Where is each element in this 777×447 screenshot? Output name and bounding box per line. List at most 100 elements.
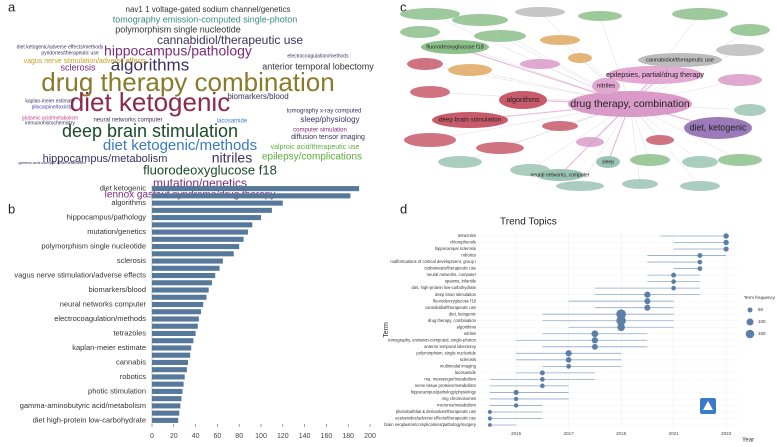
y-tick-label: cannabidiol/therapeutic use bbox=[425, 305, 477, 310]
bar bbox=[152, 352, 191, 358]
node bbox=[421, 40, 489, 54]
y-tick-label: kaplan-meier estimate bbox=[72, 343, 146, 352]
bar bbox=[152, 265, 220, 271]
y-tick-label: deep brain stimulation bbox=[435, 292, 477, 297]
word: tomography emission-computed single-phot… bbox=[113, 14, 298, 24]
y-tick-label: anterior temporal lobectomy bbox=[424, 344, 477, 349]
y-tick-label: algorithms bbox=[457, 324, 476, 329]
point bbox=[540, 383, 545, 389]
node bbox=[474, 30, 526, 42]
y-tick-label: polymorphism, single nucleotide bbox=[416, 350, 476, 355]
word: diet ketogenic/methods bbox=[103, 137, 257, 154]
node bbox=[432, 112, 508, 128]
word: lacosamide bbox=[217, 119, 248, 125]
bar bbox=[152, 359, 188, 365]
point bbox=[616, 309, 626, 320]
word: hippocampus/metabolism bbox=[43, 153, 168, 165]
bar bbox=[152, 236, 244, 242]
node-label: sleep bbox=[602, 159, 614, 165]
bar bbox=[152, 251, 234, 257]
y-tick-label: lacosamide bbox=[455, 370, 477, 375]
network: drug therapy, combination diet, ketogenic… bbox=[400, 7, 770, 191]
legend-marker bbox=[746, 318, 754, 326]
node bbox=[578, 11, 622, 21]
point bbox=[697, 253, 703, 259]
y-tick-label: acetamides/adverse effects/therapeutic u… bbox=[395, 416, 476, 421]
node bbox=[542, 121, 578, 131]
y-tick-label: polymorphism single nucleotide bbox=[41, 242, 146, 251]
panel-label: a bbox=[8, 0, 16, 14]
node bbox=[596, 156, 620, 168]
point bbox=[487, 409, 492, 415]
bar bbox=[152, 280, 212, 286]
bar bbox=[152, 396, 182, 402]
x-axis-label: Year bbox=[742, 438, 754, 444]
legend-label: 100 bbox=[758, 319, 766, 324]
word: computer simulation bbox=[293, 128, 347, 134]
bar bbox=[152, 367, 187, 373]
y-tick-label: biomarkers/blood bbox=[88, 285, 146, 294]
word: sleep/physiology bbox=[300, 115, 359, 124]
point bbox=[644, 298, 651, 305]
word: kaplan-meier estimate bbox=[25, 98, 74, 104]
node bbox=[630, 154, 670, 166]
point bbox=[644, 291, 651, 298]
point bbox=[617, 323, 625, 332]
bar bbox=[152, 374, 185, 380]
panel-label: d bbox=[400, 201, 407, 216]
point bbox=[566, 363, 571, 369]
node bbox=[680, 181, 720, 191]
word: diet ketogenic bbox=[70, 87, 230, 117]
y-tick-label: tetrazoles bbox=[113, 328, 146, 337]
node bbox=[716, 44, 764, 56]
bar bbox=[152, 258, 223, 264]
word: fluorodeoxyglucose f18 bbox=[143, 162, 277, 177]
node bbox=[407, 58, 443, 70]
node bbox=[540, 35, 580, 45]
point bbox=[487, 416, 492, 421]
node bbox=[515, 7, 565, 17]
y-tick-label: spasms, infantile bbox=[445, 279, 477, 284]
legend-title: Term frequency bbox=[744, 295, 776, 300]
legend-label: 150 bbox=[758, 331, 766, 336]
node bbox=[404, 133, 456, 147]
point bbox=[616, 316, 626, 326]
bar bbox=[152, 323, 198, 329]
y-tick-label: nitriles bbox=[464, 331, 476, 336]
node bbox=[646, 135, 674, 145]
x-tick-label: 160 bbox=[321, 433, 333, 440]
edge bbox=[579, 103, 631, 187]
word: vagus nerve stimulation/adverse effects bbox=[24, 58, 147, 65]
y-tick-label: cannabis bbox=[116, 357, 146, 366]
point bbox=[487, 423, 492, 427]
node-label: neural networks, computer bbox=[531, 172, 590, 178]
word: algorithms bbox=[111, 55, 189, 74]
y-tick-label: gamma-aminobutyric acid/metabolism bbox=[20, 401, 146, 410]
point bbox=[513, 389, 519, 396]
word: hippocampus/pathology bbox=[104, 43, 252, 59]
y-tick-label: multimodal imaging bbox=[440, 363, 477, 368]
y-tick-label: sclerosis bbox=[460, 357, 476, 362]
chart-title: Trend Topics bbox=[500, 217, 557, 228]
bar bbox=[152, 316, 199, 322]
legend-marker bbox=[745, 329, 755, 339]
node-label: diet, ketogenic bbox=[690, 122, 747, 132]
point bbox=[671, 285, 676, 291]
node bbox=[410, 86, 450, 98]
point bbox=[644, 304, 651, 311]
y-tick-label: nerve tissue proteins/metabolism bbox=[415, 383, 477, 388]
x-tick-label: 80 bbox=[235, 433, 243, 440]
node bbox=[556, 181, 604, 191]
y-tick-label: diet, high-protein low-carbohydrate bbox=[412, 285, 477, 290]
node bbox=[520, 59, 560, 69]
word: deep brain stimulation bbox=[62, 121, 238, 141]
word: anterior temporal lobectomy bbox=[262, 61, 374, 71]
x-tick-label: 2015 bbox=[511, 431, 522, 436]
bar bbox=[152, 200, 283, 206]
point bbox=[539, 370, 545, 376]
bar bbox=[152, 309, 202, 315]
bar bbox=[152, 330, 196, 337]
word: polymorphism single nucleotide bbox=[115, 24, 241, 34]
node bbox=[576, 137, 604, 147]
point bbox=[591, 343, 598, 350]
